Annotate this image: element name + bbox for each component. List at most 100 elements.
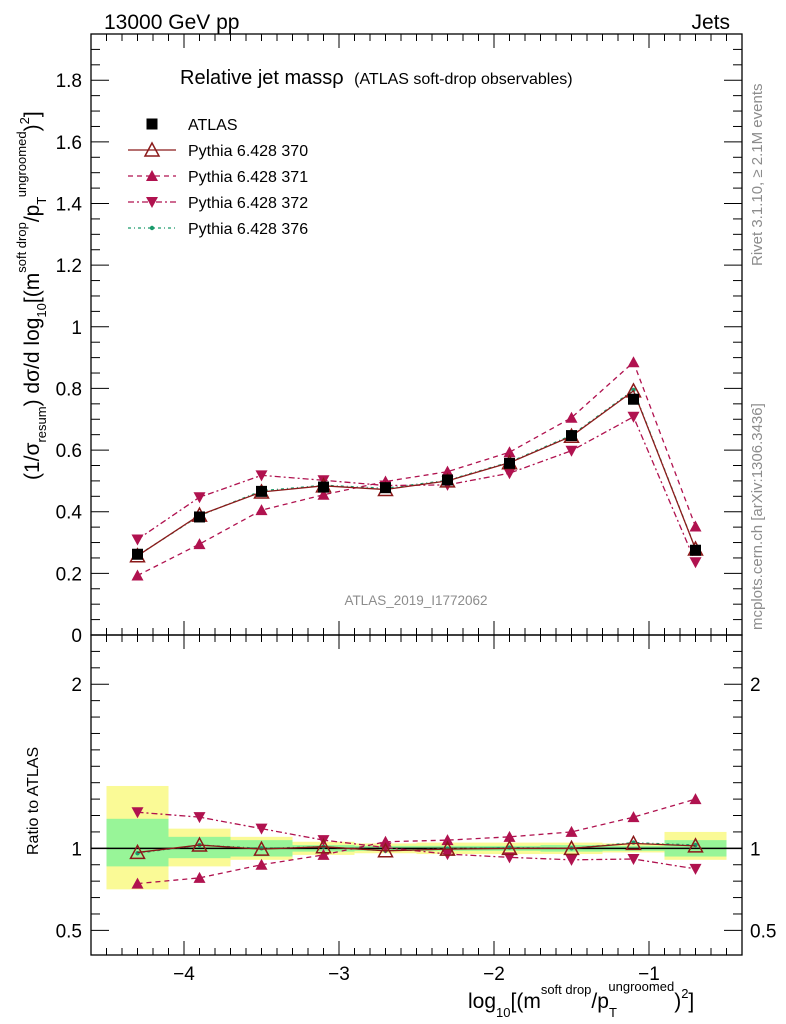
ratio-point [439, 840, 456, 856]
ratio-point [687, 837, 704, 853]
y-tick-label: 0.6 [56, 441, 82, 462]
legend-marker-dot [149, 225, 155, 231]
ratio-series-line [137, 842, 696, 854]
plot-title: Relative jet massρ (ATLAS soft-drop obse… [180, 67, 573, 89]
data-point [255, 504, 268, 516]
data-point [193, 492, 206, 504]
x-tick-label: −4 [173, 964, 195, 985]
ratio-point [501, 839, 518, 856]
legend-label: ATLAS [188, 117, 238, 134]
mcplots-label: mcplots.cern.ch [arXiv:1306.3436] [749, 403, 766, 630]
analysis-id: ATLAS_2019_I1772062 [344, 593, 487, 608]
y-tick-label: 0.4 [56, 503, 83, 524]
ratio-point [507, 845, 512, 850]
legend-label: Pythia 6.428 371 [188, 169, 308, 186]
ratio-point [259, 846, 264, 851]
data-point [565, 411, 578, 423]
ratio-point [503, 852, 516, 864]
ratio-panel-frame [90, 634, 743, 956]
plot-title-main: Relative jet massρ [180, 67, 344, 89]
ratio-series-line [137, 798, 696, 885]
data-point [318, 481, 329, 493]
ratio-point [131, 807, 144, 819]
ratio-band-stat [168, 836, 231, 859]
ratio-point [627, 811, 640, 823]
data-point [442, 474, 453, 486]
ratio-y-tick-label: 0.5 [56, 921, 82, 942]
y-tick-label: 1.4 [56, 195, 83, 216]
x-tick-label: −1 [638, 964, 660, 985]
data-point [317, 488, 330, 500]
series-line [137, 388, 697, 557]
ratio-point [689, 863, 702, 875]
ratio-point [377, 842, 394, 858]
x-tick-label: −2 [483, 964, 505, 985]
data-point [256, 485, 267, 497]
data-point [317, 475, 330, 487]
data-point [380, 482, 391, 494]
ratio-point [503, 830, 516, 842]
ratio-point [255, 858, 268, 870]
data-point [131, 534, 144, 546]
data-point [255, 470, 268, 482]
ratio-point [315, 838, 332, 854]
data-point [503, 446, 516, 458]
ratio-y-tick-label-right: 2 [750, 675, 761, 696]
ratio-y-tick-label-right: 0.5 [750, 921, 776, 942]
series-line [137, 389, 697, 557]
y-axis-label-main: (1/σresum) dσ/d log10[(msoft drop/pTungr… [14, 111, 49, 480]
data-point [566, 430, 577, 442]
ratio-point [627, 854, 640, 865]
ratio-y-tick-label-right: 1 [750, 839, 761, 860]
ratio-point [129, 843, 146, 860]
data-point [194, 511, 205, 523]
header-right: Jets [691, 11, 730, 34]
y-tick-label: 1.6 [56, 133, 82, 154]
ratio-point [193, 871, 206, 883]
y-tick-label: 0.2 [56, 564, 82, 585]
data-point [628, 393, 639, 405]
ratio-point [693, 842, 698, 848]
data-point [689, 520, 702, 532]
ratio-point [255, 823, 268, 835]
ratio-point [563, 839, 580, 856]
ratio-point [131, 877, 144, 889]
ratio-point [379, 835, 392, 847]
ratio-point [441, 834, 454, 846]
legend-label: Pythia 6.428 372 [188, 195, 308, 212]
data-point [627, 356, 640, 368]
data-point [627, 411, 640, 423]
y-tick-label: 0 [71, 626, 82, 647]
ratio-point [689, 793, 702, 805]
data-point [565, 445, 578, 457]
y-tick-label: 0.8 [56, 379, 82, 400]
data-point [504, 457, 515, 469]
data-point [131, 569, 144, 581]
legend-marker-triangle-up [146, 170, 158, 181]
ratio-point [565, 825, 578, 837]
y-axis-label-ratio: Ratio to ATLAS [25, 747, 42, 855]
legend: ATLAS Pythia 6.428 370 Pythia 6.428 371 Pyt… [128, 117, 308, 238]
data-point [690, 544, 701, 556]
rivet-label: Rivet 3.1.10, ≥ 2.1M events [749, 84, 766, 267]
data-point [689, 557, 702, 569]
ratio-point [565, 854, 578, 866]
ratio-point [253, 840, 270, 856]
legend-label: Pythia 6.428 370 [188, 143, 308, 160]
header-left: 13000 GeV pp [104, 11, 239, 34]
legend-marker-triangle-open [143, 141, 161, 157]
y-tick-label: 1.8 [56, 71, 82, 92]
data-point [132, 548, 143, 560]
ratio-series-line [137, 811, 696, 870]
ratio-point [625, 834, 642, 851]
y-tick-label: 1 [71, 318, 82, 339]
data-point [193, 538, 206, 550]
ratio-point [193, 812, 206, 824]
series-line [137, 415, 697, 563]
x-tick-label: −3 [328, 964, 350, 985]
ratio-band-stat [106, 818, 169, 867]
ratio-y-tick-label: 2 [71, 675, 82, 696]
legend-marker-square [146, 118, 158, 130]
ratio-point [317, 848, 330, 860]
